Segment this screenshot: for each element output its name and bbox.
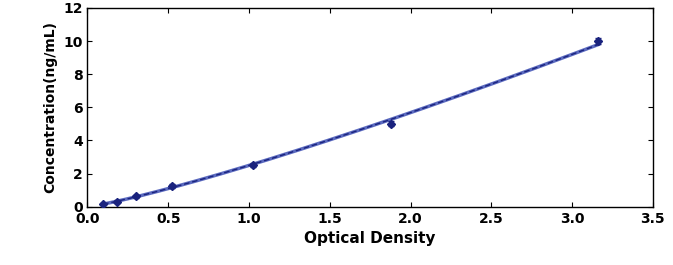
X-axis label: Optical Density: Optical Density — [304, 231, 436, 246]
Y-axis label: Concentration(ng/mL): Concentration(ng/mL) — [44, 21, 58, 193]
